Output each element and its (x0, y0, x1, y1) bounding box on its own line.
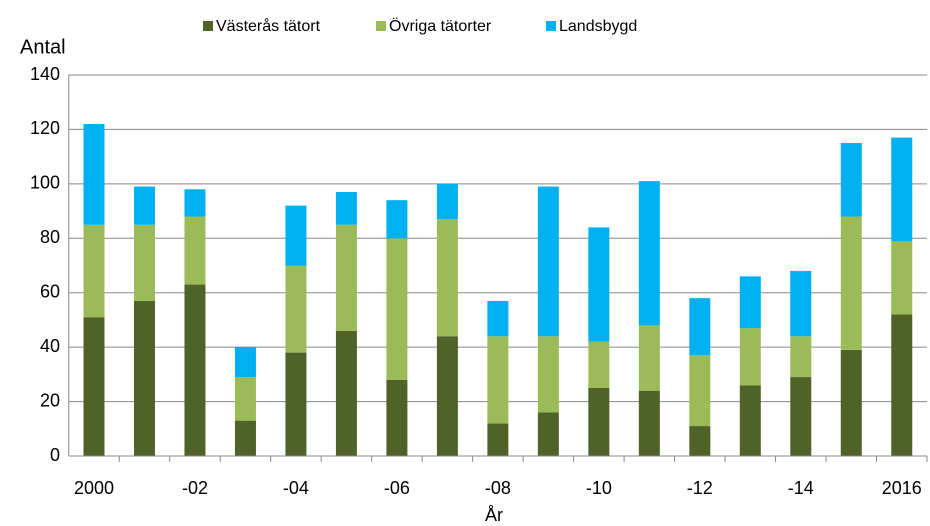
bar-segment (588, 387, 610, 456)
x-tick-label: -04 (283, 478, 309, 498)
bar-segment (335, 192, 357, 225)
x-axis-title: År (485, 505, 503, 525)
bar-segment (184, 189, 206, 217)
bar-segment (537, 412, 559, 456)
legend-swatch (546, 21, 556, 31)
bar-segment (840, 143, 862, 217)
y-tick-label: 80 (40, 227, 60, 247)
bar-segment (184, 284, 206, 456)
bar-segment (840, 349, 862, 456)
bar-segment (487, 336, 509, 424)
bar-segment (386, 238, 408, 380)
bar-segment (891, 137, 913, 242)
bar-segment (436, 183, 458, 220)
bar-segment (234, 347, 256, 378)
legend-label: Övriga tätorter (389, 17, 492, 35)
x-tick-label: -02 (182, 478, 208, 498)
bar-segment (487, 300, 509, 337)
x-tick-label: -14 (788, 478, 814, 498)
bar-segment (739, 276, 761, 329)
y-tick-label: 40 (40, 336, 60, 356)
bar-segment (689, 298, 711, 356)
bar-segment (83, 317, 105, 456)
bar-segment (285, 265, 307, 353)
bar-segment (891, 241, 913, 315)
bar-segment (790, 377, 812, 456)
bar-segment (436, 336, 458, 456)
bar-segment (840, 216, 862, 350)
bar-segment (537, 336, 559, 413)
x-tick-label: 2016 (882, 478, 922, 498)
bar-segment (335, 224, 357, 331)
bar-segment (234, 420, 256, 456)
bar-segment (790, 270, 812, 337)
bar-segment (537, 186, 559, 337)
bar-segment (689, 426, 711, 456)
bar-segment (739, 385, 761, 456)
y-tick-label: 0 (50, 445, 60, 465)
y-tick-label: 140 (30, 64, 60, 84)
bar-segment (133, 300, 155, 456)
bar-segment (83, 224, 105, 318)
y-tick-label: 100 (30, 173, 60, 193)
y-axis-title: Antal (20, 36, 66, 58)
x-tick-label: 2000 (74, 478, 114, 498)
bar-segment (638, 325, 660, 391)
y-tick-label: 20 (40, 390, 60, 410)
bar-segment (386, 200, 408, 239)
bar-segment (638, 181, 660, 326)
legend-swatch (203, 21, 213, 31)
bar-segment (133, 224, 155, 301)
legend-label: Västerås tätort (216, 17, 321, 35)
bar-segment (739, 328, 761, 386)
bar-segment (386, 379, 408, 456)
bar-segment (638, 390, 660, 456)
bar-segment (83, 123, 105, 225)
x-tick-label: -10 (586, 478, 612, 498)
bar-segment (436, 219, 458, 337)
bar-segment (588, 341, 610, 388)
bar-segment (588, 227, 610, 342)
bar-segment (184, 216, 206, 285)
x-tick-label: -08 (485, 478, 511, 498)
bar-segment (133, 186, 155, 225)
bar-segment (285, 352, 307, 456)
bar-segment (689, 355, 711, 427)
legend-swatch (376, 21, 386, 31)
bar-segment (790, 336, 812, 378)
y-tick-label: 60 (40, 281, 60, 301)
y-tick-label: 120 (30, 118, 60, 138)
x-tick-label: -06 (384, 478, 410, 498)
bar-segment (285, 205, 307, 266)
bar-segment (335, 330, 357, 456)
bar-segment (234, 377, 256, 421)
bar-segment (487, 423, 509, 456)
bar-segment (891, 314, 913, 456)
x-tick-label: -12 (687, 478, 713, 498)
legend-label: Landsbygd (559, 18, 637, 35)
